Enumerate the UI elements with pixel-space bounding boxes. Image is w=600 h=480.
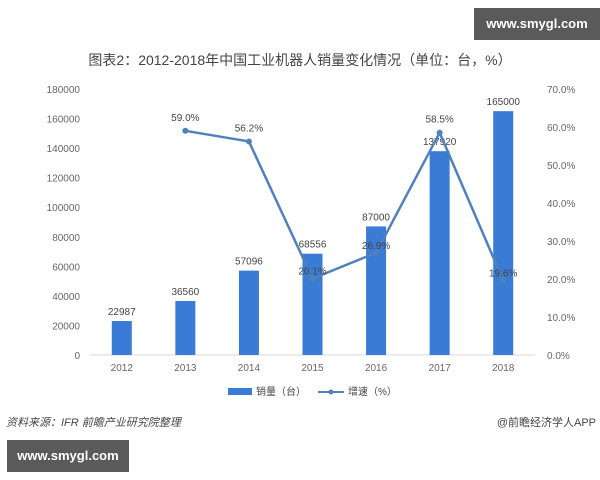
bar-2012 [111, 321, 132, 355]
y-left-tick: 40000 [52, 292, 80, 303]
x-tick: 2013 [174, 363, 197, 374]
legend-line-marker [328, 389, 334, 395]
y-right-tick: 70.0% [547, 85, 575, 96]
x-tick: 2017 [429, 363, 452, 374]
watermark-top: www.smygl.com [474, 8, 600, 40]
growth-marker [436, 129, 443, 136]
x-tick: 2015 [301, 363, 324, 374]
bar-label: 22987 [108, 307, 136, 318]
y-left-tick: 180000 [47, 85, 81, 96]
line-label: 26.9% [362, 241, 390, 252]
y-right-tick: 0.0% [547, 351, 570, 362]
line-label: 56.2% [235, 123, 263, 134]
y-right-tick: 60.0% [547, 123, 575, 134]
growth-marker [245, 138, 252, 145]
y-left-tick: 20000 [52, 321, 80, 332]
y-right-tick: 10.0% [547, 313, 575, 324]
bar-label: 137920 [423, 137, 457, 148]
bar-2014 [238, 270, 259, 355]
y-right-tick: 20.0% [547, 275, 575, 286]
bar-2018 [493, 111, 514, 356]
line-label: 20.1% [298, 267, 326, 278]
x-tick: 2018 [492, 363, 515, 374]
x-tick: 2014 [238, 363, 261, 374]
chart-title: 图表2：2012-2018年中国工业机器人销量变化情况（单位：台，%） [88, 52, 512, 68]
line-label: 58.5% [425, 115, 453, 126]
y-left-tick: 140000 [47, 144, 81, 155]
y-right-tick: 30.0% [547, 237, 575, 248]
y-left-tick: 160000 [47, 115, 81, 126]
bar-label: 165000 [487, 97, 521, 108]
bar-label: 87000 [362, 212, 390, 223]
source-note: 资料来源：IFR 前瞻产业研究院整理 [6, 417, 181, 429]
combo-chart: 0 20000 40000 60000 80000 100000 120000 140000 1… [47, 85, 576, 398]
legend-bar-swatch [228, 388, 252, 395]
growth-marker [182, 127, 189, 134]
growth-line [185, 129, 505, 282]
bar-label: 36560 [171, 287, 199, 298]
line-label: 59.0% [171, 113, 199, 124]
legend-line-label: 增速（%） [348, 385, 397, 398]
bar-2015 [302, 253, 323, 355]
y-right-tick: 40.0% [547, 199, 575, 210]
bar-label: 68556 [299, 240, 327, 251]
bar-2016 [366, 226, 387, 355]
y-left-tick: 60000 [52, 262, 80, 273]
bar-2017 [429, 151, 450, 355]
y-left-tick: 80000 [52, 233, 80, 244]
growth-marker [309, 275, 316, 282]
y-left-tick: 120000 [47, 174, 81, 185]
bar-2013 [175, 300, 196, 355]
x-tick: 2012 [111, 363, 134, 374]
growth-marker [373, 249, 380, 256]
x-tick: 2016 [365, 363, 388, 374]
watermark-bottom: www.smygl.com [7, 440, 129, 472]
y-left-tick: 0 [74, 351, 80, 362]
legend-bar-label: 销量（台） [256, 385, 306, 398]
y-right-tick: 50.0% [547, 161, 575, 172]
bar-label: 57096 [235, 257, 263, 268]
credit-note: @前瞻经济学人APP [496, 417, 596, 429]
growth-marker [500, 277, 507, 284]
y-left-tick: 100000 [47, 203, 81, 214]
line-label: 19.6% [489, 269, 517, 280]
